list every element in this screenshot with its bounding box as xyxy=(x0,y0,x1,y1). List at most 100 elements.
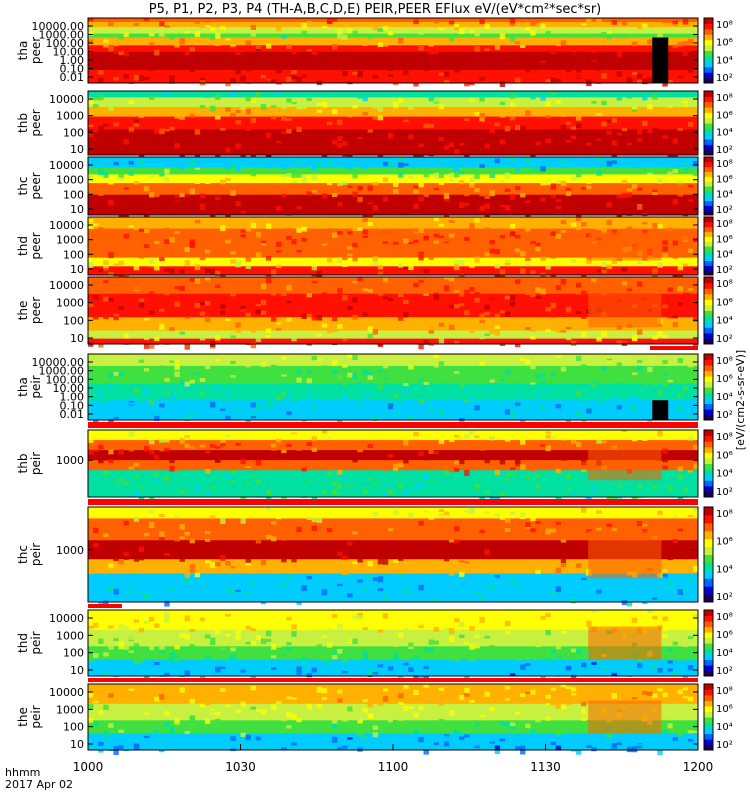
spectrogram-cell xyxy=(271,79,277,83)
spectrogram-cell xyxy=(108,179,114,185)
spectrogram-cell xyxy=(560,238,567,241)
spectrogram-cell xyxy=(570,407,577,411)
spectrogram-cell xyxy=(347,639,353,642)
spectrogram-cell xyxy=(332,490,338,496)
spectrogram-cell xyxy=(433,363,440,368)
spectrogram-cell xyxy=(199,489,206,495)
spectrogram-cell xyxy=(184,196,190,202)
spectrogram-cell xyxy=(606,31,612,34)
spectrogram-cell xyxy=(245,465,251,468)
spectrogram-cell xyxy=(489,60,495,64)
spectrogram-cell xyxy=(642,66,648,70)
spectrogram-cell xyxy=(149,33,155,37)
spectrogram-cell xyxy=(276,80,282,85)
spectrogram-cell xyxy=(138,398,145,404)
spectrogram-cell xyxy=(306,461,312,464)
spectrogram-cell xyxy=(535,374,541,379)
spectrogram-cell xyxy=(372,205,379,211)
spectrogram-cell xyxy=(504,368,511,375)
spectrogram-cell xyxy=(113,51,119,54)
spectrogram-cell xyxy=(428,705,434,710)
spectrogram-cell xyxy=(342,364,348,368)
spectrogram-cell xyxy=(296,299,302,303)
spectrogram-cell xyxy=(174,197,180,201)
colorbar-frame xyxy=(703,156,714,216)
spectrogram-cell xyxy=(342,572,348,576)
spectrogram-cell xyxy=(362,698,368,703)
spectrogram-cell xyxy=(621,220,628,226)
spectrogram-cell xyxy=(149,42,155,45)
spectrogram-cell xyxy=(316,511,323,515)
spectrogram-cell xyxy=(255,309,262,315)
spectrogram-cell xyxy=(540,95,546,102)
spectrogram-cell xyxy=(662,448,668,454)
spectrogram-cell xyxy=(347,691,353,697)
spectrogram-cell xyxy=(489,248,495,254)
spectrogram-feature xyxy=(588,446,662,481)
spectrogram-cell xyxy=(240,518,246,524)
spectrogram-cell xyxy=(535,689,541,696)
spectrogram-cell xyxy=(332,254,338,258)
spectrogram-cell xyxy=(469,470,475,476)
spectrogram-cell xyxy=(637,73,643,79)
spectrogram-cell xyxy=(286,616,292,621)
spectrogram-cell xyxy=(606,120,612,124)
spectrogram-cell xyxy=(210,486,216,489)
spectrogram-cell xyxy=(311,392,318,396)
spectrogram-cell xyxy=(423,339,429,345)
spectrogram-cell xyxy=(555,745,562,751)
spectrogram-cell xyxy=(357,719,363,724)
spectrogram-cell xyxy=(357,381,363,384)
spectrogram-cell xyxy=(88,571,94,575)
spectrogram-cell xyxy=(393,509,399,515)
spectrogram-cell xyxy=(347,28,353,34)
spectrogram-cell xyxy=(474,369,480,375)
colorbar-segment xyxy=(704,722,713,729)
spectrogram-cell xyxy=(647,333,653,336)
spectrogram-cell xyxy=(301,237,307,242)
spectrogram-cell xyxy=(662,569,668,573)
spectrogram-cell xyxy=(499,269,506,275)
spectrogram-cell xyxy=(154,564,160,569)
spectrogram-cell xyxy=(204,277,211,281)
spectrogram-cell xyxy=(311,57,318,63)
spectrogram-cell xyxy=(342,34,348,40)
spectrogram-cell xyxy=(169,80,175,84)
spectrogram-cell xyxy=(306,575,312,580)
spectrogram-cell xyxy=(332,140,338,145)
spectrogram-cell xyxy=(398,632,404,638)
colorbar-segment xyxy=(704,665,713,671)
spectrogram-cell xyxy=(626,600,633,607)
spectrogram-cell xyxy=(291,317,297,324)
spectrogram-cell xyxy=(88,657,94,662)
spectrogram-cell xyxy=(159,365,165,371)
spectrogram-cell xyxy=(631,519,638,524)
spectrogram-cell xyxy=(240,458,246,465)
spectrogram-cell xyxy=(443,116,450,119)
spectrogram-cell xyxy=(337,374,343,380)
spectrogram-cell xyxy=(418,621,424,626)
spectrogram-cell xyxy=(220,29,226,33)
spectrogram-cell xyxy=(230,470,236,474)
spectrogram-cell xyxy=(103,734,109,739)
spectrogram-cell xyxy=(560,539,567,543)
spectrogram-cell xyxy=(154,623,160,628)
spectrogram-cell xyxy=(362,394,368,398)
spectrogram-cell xyxy=(423,293,429,296)
spectrogram-cell xyxy=(504,136,511,141)
spectrogram-cell xyxy=(108,54,114,60)
spectrogram-cell xyxy=(271,316,277,322)
spectrogram-cell xyxy=(667,221,673,226)
spectrogram-cell xyxy=(108,21,114,27)
spectrogram-cell xyxy=(509,467,516,471)
spectrogram-cell xyxy=(515,470,521,474)
spectrogram-cell xyxy=(362,142,368,147)
spectrogram-cell xyxy=(296,549,302,554)
spectrogram-cell xyxy=(138,159,145,165)
spectrogram-cell xyxy=(459,112,465,117)
spectrogram-cell xyxy=(372,256,379,262)
spectrogram-cell xyxy=(611,388,617,394)
spectrogram-cell xyxy=(550,528,556,533)
spectrogram-cell xyxy=(286,647,292,651)
spectrogram-cell xyxy=(418,30,424,35)
